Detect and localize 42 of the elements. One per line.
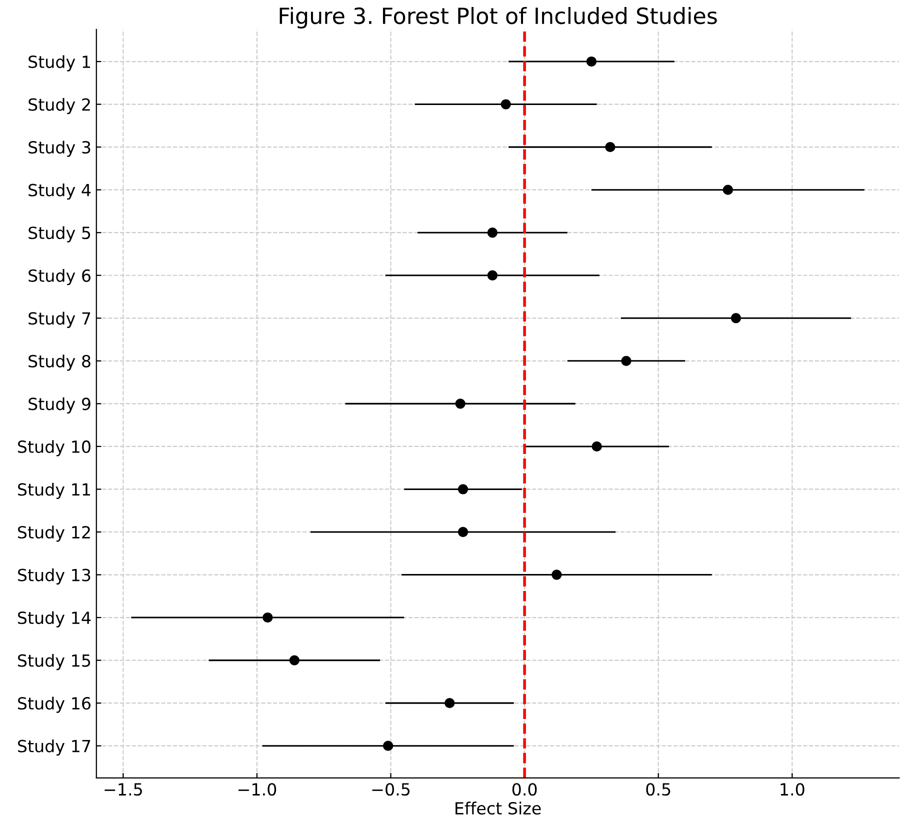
point [730, 313, 742, 324]
y-tick-label: Study 5 [28, 226, 90, 242]
point [487, 270, 498, 280]
point [586, 56, 597, 67]
y-tick-label: Study 14 [18, 611, 91, 628]
point [500, 99, 511, 110]
y-tick-label: Study 12 [18, 526, 90, 542]
point [383, 740, 394, 751]
y-tick-label: Study 7 [28, 312, 90, 328]
point [458, 484, 468, 494]
x-axis-title: Effect Size [456, 802, 541, 815]
chart-title: Figure 3. Forest Plot of Included Studies [280, 7, 717, 29]
y-tick-label: Study 9 [28, 397, 90, 414]
point [458, 526, 468, 538]
point [621, 356, 632, 366]
x-tick-label: −1.5 [104, 783, 142, 796]
point [722, 184, 734, 195]
y-tick-label: Study 17 [18, 740, 90, 756]
x-tick-label: 0.0 [512, 783, 537, 796]
y-tick-label: Study 4 [28, 184, 91, 200]
point [289, 655, 300, 666]
y-tick-label: Study 11 [18, 482, 90, 500]
point [455, 398, 466, 409]
point [262, 612, 273, 623]
x-tick-label: 0.5 [646, 783, 670, 796]
y-tick-label: Study 13 [18, 568, 90, 585]
y-tick-label: Study 2 [28, 98, 90, 114]
x-tick-label: −1.0 [238, 783, 276, 796]
x-tick-label: 1.0 [780, 783, 804, 796]
y-tick-label: Study 10 [18, 440, 90, 456]
x-tick-label: −0.5 [372, 783, 410, 796]
y-tick-label: Study 16 [18, 696, 90, 713]
y-tick-label: Study 6 [28, 269, 90, 286]
point [592, 441, 602, 452]
y-tick-label: Study 3 [28, 140, 90, 157]
point [444, 698, 455, 708]
point [605, 142, 616, 152]
point [487, 228, 498, 238]
point [552, 570, 562, 580]
y-tick-label: Study 8 [28, 354, 90, 371]
y-tick-label: Study 15 [18, 654, 90, 670]
y-tick-label: Study 1 [28, 55, 90, 72]
